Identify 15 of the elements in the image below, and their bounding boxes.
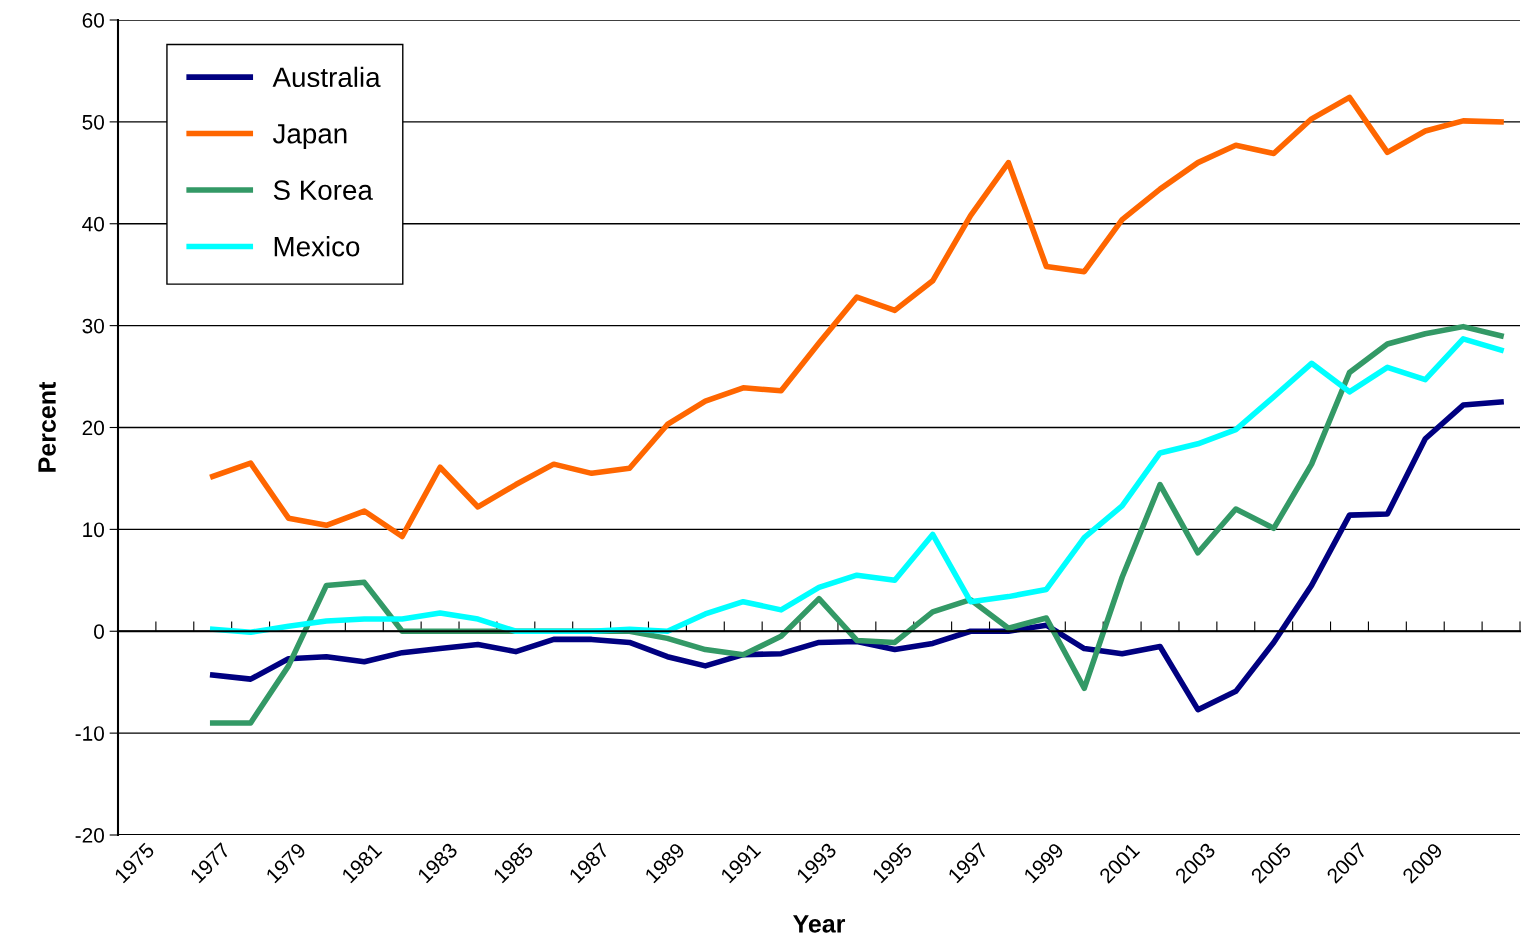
y-tick-label: 20 <box>82 420 104 436</box>
legend-label: Australia <box>272 66 381 88</box>
x-axis-title: Year <box>793 915 846 933</box>
y-tick-label: -10 <box>75 726 104 741</box>
y-tick-label: 50 <box>82 114 104 130</box>
legend-label: Japan <box>272 124 347 150</box>
legend-label: S Korea <box>273 180 373 201</box>
y-tick-label: 30 <box>82 318 104 334</box>
y-tick-label: -20 <box>75 828 104 843</box>
legend-label: Mexico <box>274 236 360 257</box>
y-tick-label: 10 <box>83 522 104 538</box>
y-tick-label: 60 <box>82 13 104 28</box>
y-tick-label: 40 <box>82 216 104 232</box>
y-axis-title: Percent <box>38 381 56 472</box>
y-tick-label: 0 <box>94 624 104 639</box>
